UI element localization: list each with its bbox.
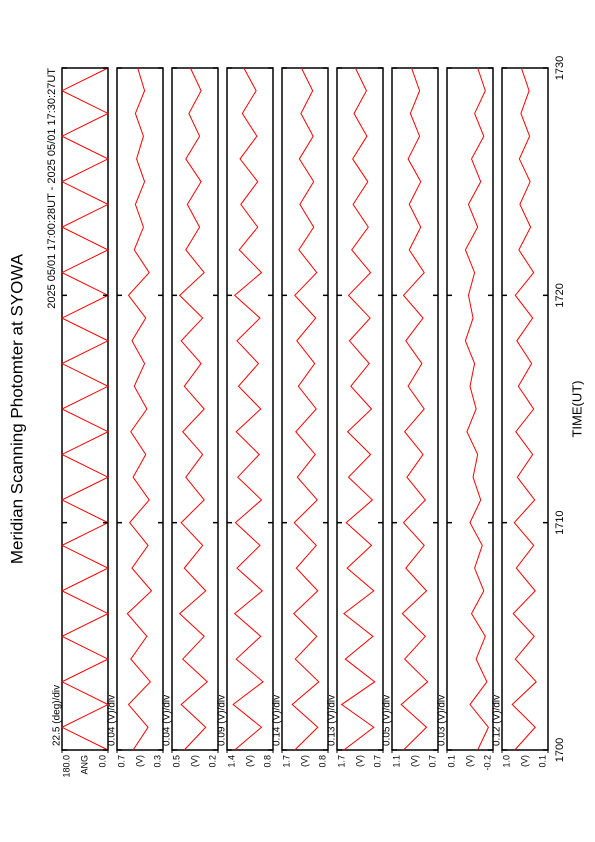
y-tick-label: 180.0 bbox=[61, 755, 71, 778]
y-axis-label: (V) bbox=[189, 755, 199, 767]
chart-title: Meridian Scanning Photomter at SYOWA bbox=[7, 253, 26, 564]
y-tick-label: 0.8 bbox=[317, 755, 327, 768]
y-tick-label: -0.2 bbox=[482, 755, 492, 771]
data-line bbox=[291, 67, 320, 751]
scale-label: 0.14 (V)/div bbox=[272, 695, 283, 746]
y-tick-label: 0.5 bbox=[171, 755, 181, 768]
panel-frame bbox=[281, 67, 329, 751]
y-tick-label: 0.3 bbox=[152, 755, 162, 768]
panel-frame bbox=[446, 67, 494, 751]
data-line bbox=[511, 67, 537, 751]
panel-frame bbox=[336, 67, 384, 751]
y-tick-label: 1.7 bbox=[336, 755, 346, 768]
y-axis-label: ANG bbox=[79, 755, 89, 775]
x-axis-label: TIME(UT) bbox=[569, 380, 584, 437]
scale-label: 0.04 (V)/div bbox=[107, 695, 118, 746]
data-line bbox=[60, 67, 110, 751]
data-line bbox=[464, 67, 489, 751]
data-line bbox=[126, 67, 153, 751]
scale-label: 0.13 (V)/div bbox=[327, 695, 338, 746]
y-tick-label: 1.1 bbox=[391, 755, 401, 768]
x-tick-label: 1730 bbox=[554, 56, 566, 80]
scale-label: 0.04 (V)/div bbox=[162, 695, 173, 746]
y-tick-label: 1.4 bbox=[226, 755, 236, 768]
scale-label: 0.09 (V)/div bbox=[217, 695, 228, 746]
y-tick-label: 0.7 bbox=[427, 755, 437, 768]
y-tick-label: 0.7 bbox=[372, 755, 382, 768]
y-axis-label: (V) bbox=[354, 755, 364, 767]
data-line bbox=[178, 67, 209, 751]
x-tick-label: 1720 bbox=[554, 283, 566, 307]
panel-frame bbox=[171, 67, 219, 751]
y-axis-label: (V) bbox=[244, 755, 254, 767]
y-tick-label: 0.1 bbox=[537, 755, 547, 768]
y-tick-label: 1.7 bbox=[281, 755, 291, 768]
y-tick-label: 0.1 bbox=[446, 755, 456, 768]
x-tick-label: 1710 bbox=[554, 510, 566, 534]
x-tick-label: 1700 bbox=[554, 738, 566, 762]
time-range: 2025 05/01 17:00:28UT - 2025 05/01 17:30… bbox=[46, 68, 58, 309]
data-line bbox=[400, 67, 429, 751]
y-tick-label: 0.7 bbox=[116, 755, 126, 768]
y-tick-label: 1.0 bbox=[501, 755, 511, 768]
y-tick-label: 0.2 bbox=[207, 755, 217, 768]
data-line bbox=[232, 67, 264, 751]
y-axis-label: (V) bbox=[519, 755, 529, 767]
y-axis-label: (V) bbox=[134, 755, 144, 767]
y-axis-label: (V) bbox=[464, 755, 474, 767]
panel-frame bbox=[116, 67, 164, 751]
y-axis-label: (V) bbox=[299, 755, 309, 767]
y-axis-label: (V) bbox=[409, 755, 419, 767]
data-line bbox=[340, 67, 376, 751]
scale-label: 0.05 (V)/div bbox=[382, 695, 393, 746]
panel-frame bbox=[226, 67, 274, 751]
scale-label: 22.5 (deg)/div bbox=[52, 685, 63, 746]
scale-label: 0.03 (V)/div bbox=[437, 695, 448, 746]
panel-frame bbox=[391, 67, 439, 751]
panel-frame bbox=[501, 67, 549, 751]
y-tick-label: 0.8 bbox=[262, 755, 272, 768]
scale-label: 0.12 (V)/div bbox=[492, 695, 503, 746]
y-tick-label: 0.0 bbox=[97, 755, 107, 768]
